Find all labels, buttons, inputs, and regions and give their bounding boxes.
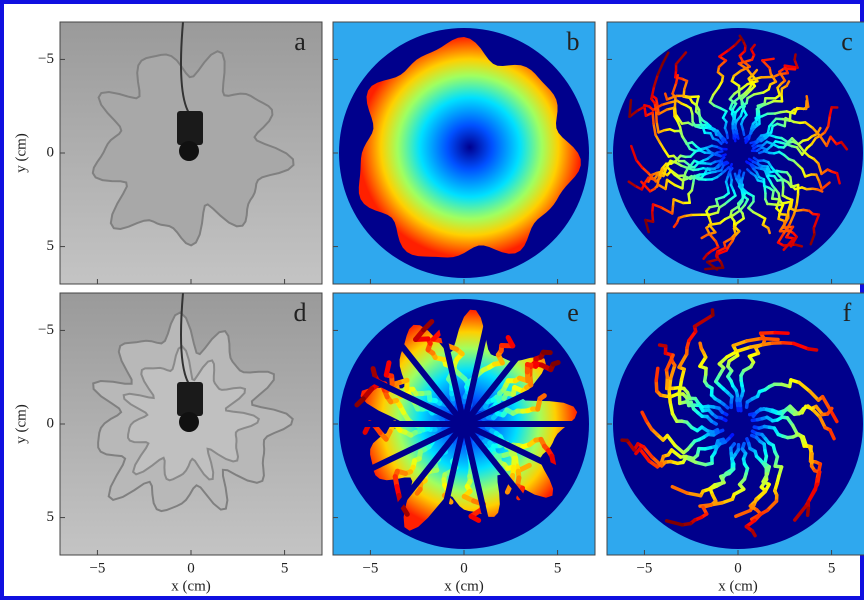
x-tick-label: 0	[734, 560, 742, 576]
finger	[784, 69, 795, 70]
figure: a −5 0 5 y (cm) b c d −5 0 5 −5 0 5 x (cm) y (cm) e −5 0 5 x…	[0, 0, 864, 600]
finger	[795, 54, 796, 59]
y-tick-label: −5	[38, 51, 54, 67]
panel-label: f	[843, 298, 852, 327]
finger	[710, 206, 718, 208]
finger	[768, 228, 769, 233]
finger	[818, 472, 820, 484]
x-tick-label: −5	[636, 560, 652, 576]
finger	[553, 363, 558, 365]
finger	[762, 59, 773, 61]
x-tick-label: −5	[89, 560, 105, 576]
finger	[752, 531, 755, 536]
panels: a −5 0 5 y (cm) b c d −5 0 5 −5 0 5 x (cm) y (cm) e −5 0 5 x…	[13, 22, 864, 594]
panel: c	[607, 22, 864, 284]
finger	[761, 333, 775, 334]
y-tick-label: 0	[47, 144, 55, 160]
finger	[653, 113, 654, 124]
finger	[689, 194, 690, 203]
finger	[700, 343, 701, 348]
x-axis-label: x (cm)	[171, 578, 211, 594]
finger	[783, 187, 784, 195]
panel: a −5 0 5 y (cm)	[13, 22, 322, 284]
finger	[644, 107, 645, 116]
finger	[808, 508, 809, 515]
probe	[177, 111, 203, 145]
cell	[613, 28, 863, 278]
finger	[761, 77, 773, 78]
cell	[613, 299, 863, 549]
x-tick-label: 5	[554, 560, 562, 576]
y-tick-label: −5	[38, 322, 54, 338]
finger	[660, 345, 666, 346]
panel: e −5 0 5 x (cm)	[333, 293, 595, 594]
finger	[675, 98, 676, 107]
probe-tip	[179, 141, 199, 161]
page: {"figure": { "panels": [{"label": "a"}, …	[0, 0, 864, 605]
y-tick-label: 0	[47, 415, 55, 431]
finger	[676, 75, 678, 83]
finger	[540, 396, 544, 399]
panel: d −5 0 5 −5 0 5 x (cm) y (cm)	[13, 293, 322, 594]
x-tick-label: −5	[362, 560, 378, 576]
finger	[830, 107, 832, 115]
panel: f −5 0 5 x (cm)	[607, 293, 864, 594]
finger	[656, 111, 657, 122]
probe-tip	[179, 412, 199, 432]
panel-label: a	[294, 27, 306, 56]
finger	[666, 180, 667, 189]
panel-label: c	[841, 27, 853, 56]
finger	[797, 195, 798, 205]
panel: b	[333, 22, 595, 284]
probe	[177, 382, 203, 416]
panel-label: e	[567, 298, 579, 327]
finger	[747, 338, 761, 340]
x-tick-label: 5	[281, 560, 289, 576]
finger	[670, 402, 672, 414]
finger	[795, 245, 802, 247]
finger	[630, 100, 631, 117]
x-tick-label: 0	[187, 560, 195, 576]
finger	[417, 489, 420, 493]
finger	[679, 380, 681, 392]
finger	[775, 333, 788, 334]
y-axis-label: y (cm)	[13, 133, 29, 173]
finger	[665, 94, 667, 100]
panel-label: b	[567, 27, 580, 56]
x-tick-label: 0	[460, 560, 468, 576]
y-axis-label: y (cm)	[13, 404, 29, 444]
finger	[386, 363, 389, 375]
x-tick-label: 5	[828, 560, 836, 576]
finger	[644, 105, 649, 106]
finger	[828, 116, 830, 127]
x-axis-label: x (cm)	[444, 578, 484, 594]
finger	[806, 101, 807, 109]
y-tick-label: 5	[47, 509, 55, 525]
finger	[656, 368, 658, 380]
finger	[808, 349, 816, 350]
finger	[373, 369, 375, 376]
y-tick-label: 5	[47, 238, 55, 254]
x-axis-label: x (cm)	[718, 578, 758, 594]
panel-label: d	[294, 298, 307, 327]
